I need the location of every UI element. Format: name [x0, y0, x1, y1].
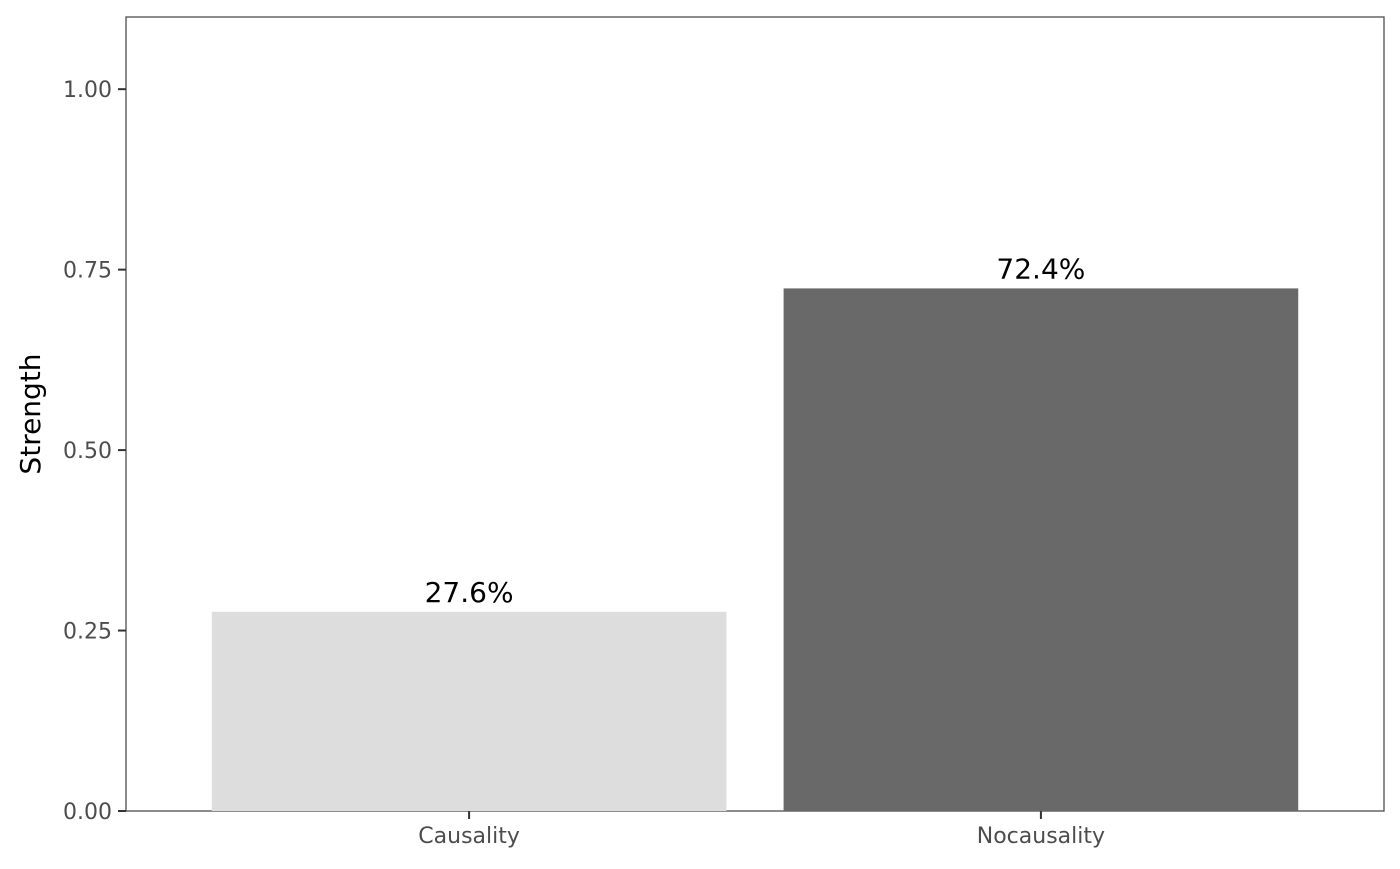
bars-layer: [211, 288, 1299, 811]
y-tick-label: 0.00: [63, 800, 112, 825]
y-axis: 0.00 0.25 0.50 0.75 1.00: [63, 78, 126, 825]
data-label-nocausality: 72.4%: [996, 252, 1085, 285]
bar-nocausality: [783, 288, 1299, 811]
x-tick-label-nocausality: Nocausality: [977, 824, 1105, 849]
data-labels: 27.6% 72.4%: [425, 252, 1086, 608]
y-tick-label: 1.00: [63, 78, 112, 103]
x-tick-label-causality: Causality: [418, 824, 520, 849]
data-label-causality: 27.6%: [425, 576, 514, 609]
x-axis: Causality Nocausality: [418, 811, 1105, 849]
y-axis-title: Strength: [14, 353, 47, 474]
bar-causality: [211, 611, 727, 811]
y-tick-label: 0.50: [63, 439, 112, 464]
y-tick-label: 0.75: [63, 259, 112, 284]
y-tick-label: 0.25: [63, 620, 112, 645]
